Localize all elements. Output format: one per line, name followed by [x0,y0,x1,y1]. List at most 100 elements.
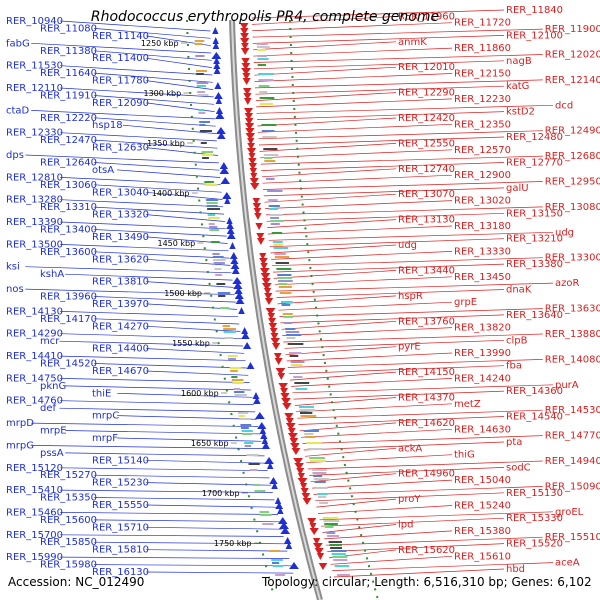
leader-line-right [252,16,397,25]
gene-label-left: hsp18 [92,120,123,131]
leader-line-right [256,98,453,108]
gene-label-left: RER_15980 [40,560,97,571]
category-bar-outer [258,85,270,87]
category-bar-outer [264,157,273,159]
category-bar-outer [293,376,303,378]
category-bar-inner [268,550,280,552]
leader-line-left [60,244,229,252]
reverse-gene-arrow [285,542,293,549]
category-bar-inner [218,295,226,297]
ruler-tick-label: 1750 kbp [214,539,252,548]
leader-line-left [94,363,247,369]
gene-label-left: RER_13390 [6,217,63,228]
gene-label-left: RER_12630 [92,143,149,154]
forward-gene-arrow [245,133,256,140]
reverse-gene-arrow [233,282,243,289]
category-bar-outer [258,79,274,81]
category-bar-outer [275,262,290,264]
leader-line-left [59,407,256,413]
category-bar-outer [327,535,340,537]
category-bar-inner [212,253,220,255]
gene-label-right: RER_12010 [398,62,455,73]
gene-label-right: RER_12950 [545,177,600,188]
category-bar-outer [268,205,280,207]
reverse-gene-arrow [226,217,233,224]
leader-line-left [60,556,290,559]
category-bar-outer [330,547,342,549]
leader-line-left [94,117,216,127]
category-bar-inner [229,367,242,369]
gene-label-right: RER_15240 [454,501,511,512]
leader-line-right [325,536,543,546]
leader-line-right [297,409,543,419]
category-bar-outer [285,328,296,330]
gene-label-left: RER_15990 [6,552,63,563]
leader-line-left [146,214,225,222]
category-bar-outer [262,136,277,138]
gene-label-right: RER_13180 [454,221,511,232]
gene-label-right: RER_11960 [398,11,455,22]
gene-label-left: RER_11080 [40,23,97,34]
leader-line-left [60,333,242,340]
gene-label-right: RER_13150 [506,208,563,219]
leader-line-right [258,136,505,146]
gene-label-right: RER_13080 [545,202,600,213]
forward-gene-arrow [256,238,265,245]
leader-line-left [60,311,239,318]
ruler-tick-label: 1600 kbp [181,389,219,398]
forward-gene-arrow [309,523,317,530]
leader-line-right [266,212,505,222]
leader-line-right [273,270,397,279]
forward-gene-arrow [316,553,325,560]
leader-line-right [254,73,453,82]
category-bar-inner [240,424,252,426]
gene-label-left: RER_14170 [40,314,97,325]
reverse-gene-arrow [261,437,269,444]
forward-gene-arrow [267,313,276,320]
category-bar-inner [213,259,226,261]
leader-line-right [255,92,397,101]
leader-line-right [283,333,543,343]
gene-label-left: RER_15850 [40,537,97,548]
leader-line-right [267,219,397,228]
leader-line-left [117,392,253,398]
gene-label-left: mcr [40,336,60,347]
leader-line-left [60,489,273,493]
leader-line-left [146,325,241,332]
gene-label-left: RER_13280 [6,195,63,206]
leader-line-left [60,534,284,537]
category-bar-outer [277,277,292,279]
forward-gene-arrow [307,518,317,525]
category-bar-inner [213,262,225,264]
category-bar-inner [197,91,205,93]
leader-line-right [269,238,505,248]
gene-label-left: RER_11910 [40,91,97,102]
gene-label-right: RER_12140 [545,75,600,86]
gene-label-left: RER_15350 [40,493,97,504]
leader-line-left [25,154,219,164]
category-bar-inner [238,412,249,414]
leader-line-right [255,85,505,95]
leader-line-right [281,320,397,330]
gene-label-left: RER_13620 [92,254,149,265]
leader-line-left [94,251,230,259]
leader-lines [25,9,554,578]
gene-label-right: RER_14770 [545,431,600,442]
category-bar-outer [270,223,280,225]
gene-label-right: sodC [506,462,531,473]
forward-gene-arrow [259,258,268,265]
gene-label-left: RER_14290 [6,329,63,340]
forward-gene-arrow [252,198,261,205]
gene-label-right: RER_13640 [506,310,563,321]
ruler-tick-label: 1550 kbp [172,339,210,348]
reverse-gene-arrow [215,127,226,134]
category-bar-outer [333,559,348,561]
category-bar-inner [202,157,209,159]
gene-label-right: RER_13450 [454,272,511,283]
leader-line-left [94,519,280,523]
gene-label-right: nagB [506,56,532,67]
gene-label-left: RER_13320 [92,210,149,221]
category-bar-outer [281,304,291,306]
leader-line-right [287,359,543,368]
